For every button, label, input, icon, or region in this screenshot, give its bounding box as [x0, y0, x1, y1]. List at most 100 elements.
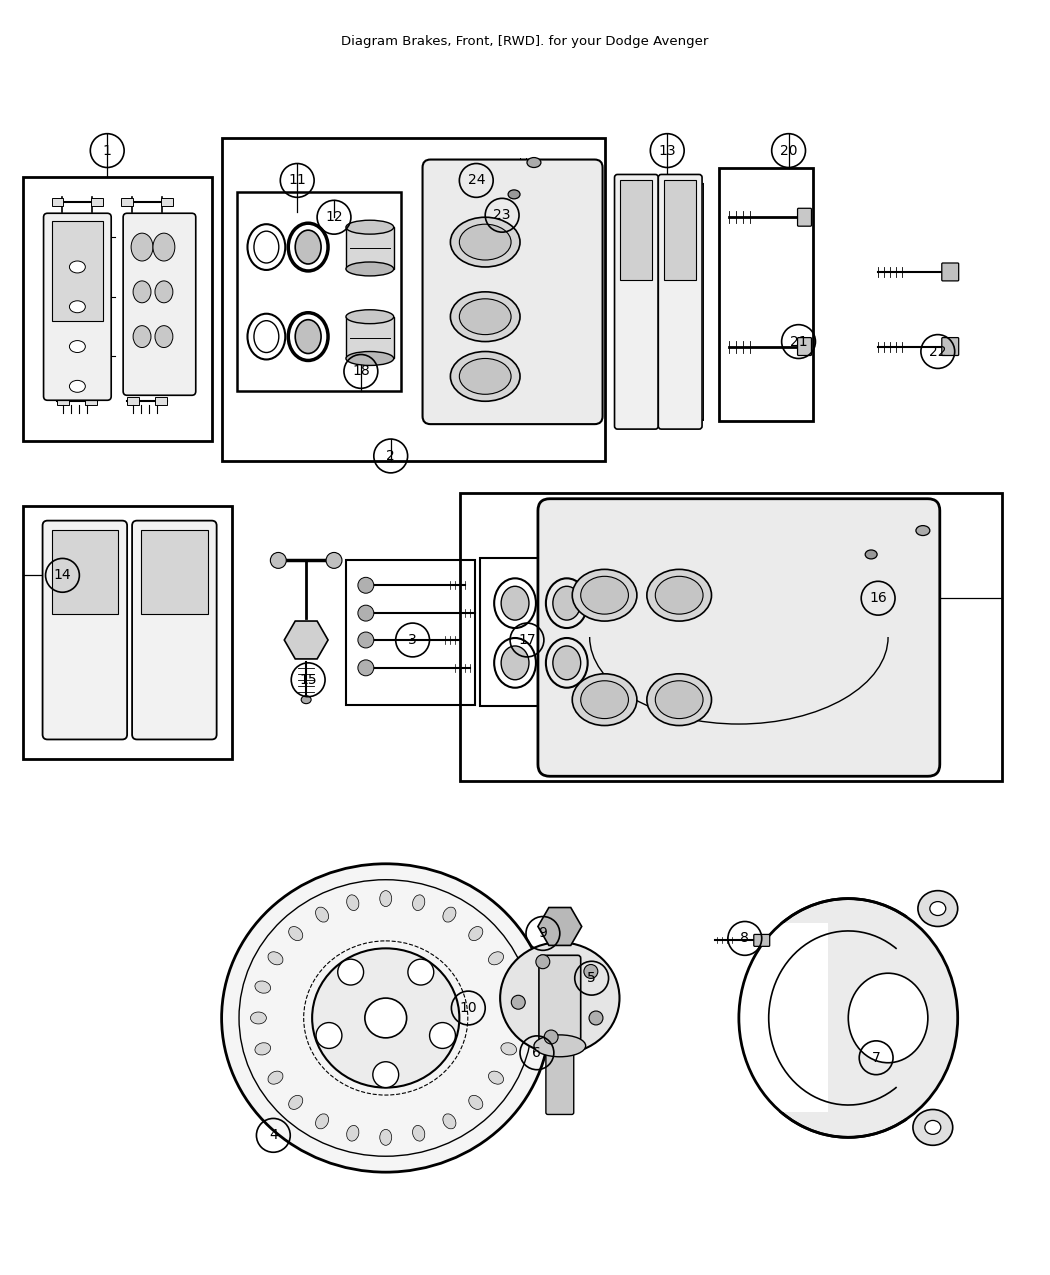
Ellipse shape — [69, 380, 85, 393]
Ellipse shape — [364, 998, 406, 1038]
Ellipse shape — [155, 280, 173, 302]
Text: 12: 12 — [326, 210, 343, 224]
FancyBboxPatch shape — [538, 499, 940, 776]
Bar — [222, 138, 605, 462]
Ellipse shape — [345, 261, 394, 275]
Ellipse shape — [501, 646, 529, 680]
Ellipse shape — [345, 310, 394, 324]
Circle shape — [536, 955, 550, 969]
Ellipse shape — [925, 1121, 941, 1135]
Circle shape — [373, 1062, 399, 1088]
Bar — [560, 172, 585, 193]
Ellipse shape — [443, 907, 456, 922]
Ellipse shape — [346, 1126, 359, 1141]
Circle shape — [358, 606, 374, 621]
Ellipse shape — [534, 1035, 586, 1057]
Bar — [72, 525, 97, 539]
Bar — [161, 199, 173, 207]
Text: 17: 17 — [519, 632, 536, 646]
Ellipse shape — [450, 352, 520, 402]
Ellipse shape — [295, 320, 321, 353]
Bar — [345, 316, 394, 358]
Text: 21: 21 — [790, 334, 807, 348]
Bar — [51, 529, 119, 615]
Text: 2: 2 — [386, 449, 395, 463]
Ellipse shape — [647, 570, 712, 621]
Text: 6: 6 — [532, 1046, 542, 1060]
Ellipse shape — [865, 550, 877, 558]
FancyBboxPatch shape — [43, 213, 111, 400]
Circle shape — [407, 959, 434, 986]
Text: 14: 14 — [54, 569, 71, 583]
Ellipse shape — [133, 280, 151, 302]
Ellipse shape — [346, 895, 359, 910]
Bar — [141, 529, 208, 615]
Circle shape — [429, 1023, 456, 1048]
Ellipse shape — [459, 358, 511, 394]
Circle shape — [316, 1023, 342, 1048]
Bar — [345, 561, 476, 705]
Ellipse shape — [581, 576, 629, 615]
Ellipse shape — [450, 292, 520, 342]
FancyBboxPatch shape — [422, 159, 603, 425]
Ellipse shape — [468, 927, 483, 941]
Ellipse shape — [155, 325, 173, 348]
Bar — [621, 181, 652, 280]
Ellipse shape — [268, 1071, 284, 1084]
Circle shape — [338, 959, 363, 986]
Bar — [91, 199, 103, 207]
Bar — [51, 199, 63, 207]
Ellipse shape — [508, 190, 520, 199]
Text: 4: 4 — [269, 1128, 277, 1142]
Ellipse shape — [301, 696, 311, 704]
Text: 10: 10 — [460, 1001, 477, 1015]
Bar — [142, 217, 176, 230]
Ellipse shape — [527, 158, 541, 167]
Ellipse shape — [295, 231, 321, 264]
Circle shape — [544, 1030, 559, 1044]
Ellipse shape — [918, 891, 958, 927]
Ellipse shape — [345, 221, 394, 235]
Ellipse shape — [572, 570, 637, 621]
FancyBboxPatch shape — [942, 338, 959, 356]
Ellipse shape — [255, 1043, 271, 1054]
Ellipse shape — [289, 927, 302, 941]
FancyBboxPatch shape — [123, 213, 195, 395]
Bar — [121, 199, 133, 207]
Text: 1: 1 — [103, 144, 111, 158]
Ellipse shape — [153, 233, 175, 261]
Ellipse shape — [413, 1126, 425, 1141]
Ellipse shape — [488, 1071, 504, 1084]
FancyBboxPatch shape — [43, 520, 127, 739]
Text: 23: 23 — [494, 208, 511, 222]
Circle shape — [358, 632, 374, 648]
Ellipse shape — [488, 951, 504, 965]
Bar — [236, 193, 401, 391]
Text: 24: 24 — [467, 173, 485, 187]
Circle shape — [589, 1011, 603, 1025]
FancyBboxPatch shape — [539, 955, 581, 1040]
Ellipse shape — [443, 1114, 456, 1128]
Ellipse shape — [69, 301, 85, 312]
Ellipse shape — [345, 352, 394, 366]
Bar — [23, 177, 212, 441]
Ellipse shape — [289, 1095, 302, 1109]
Ellipse shape — [655, 576, 704, 615]
Bar — [85, 398, 98, 405]
Text: 15: 15 — [299, 673, 317, 687]
Circle shape — [511, 996, 525, 1010]
FancyBboxPatch shape — [614, 175, 658, 430]
Text: 7: 7 — [872, 1051, 881, 1065]
Ellipse shape — [501, 586, 529, 620]
Ellipse shape — [572, 673, 637, 725]
Ellipse shape — [380, 891, 392, 907]
Circle shape — [358, 660, 374, 676]
FancyBboxPatch shape — [942, 263, 959, 280]
FancyBboxPatch shape — [754, 935, 770, 946]
Circle shape — [584, 964, 597, 978]
Ellipse shape — [553, 646, 581, 680]
Ellipse shape — [251, 1012, 267, 1024]
Text: 9: 9 — [539, 927, 547, 941]
FancyBboxPatch shape — [546, 1051, 573, 1114]
Bar — [127, 398, 139, 405]
